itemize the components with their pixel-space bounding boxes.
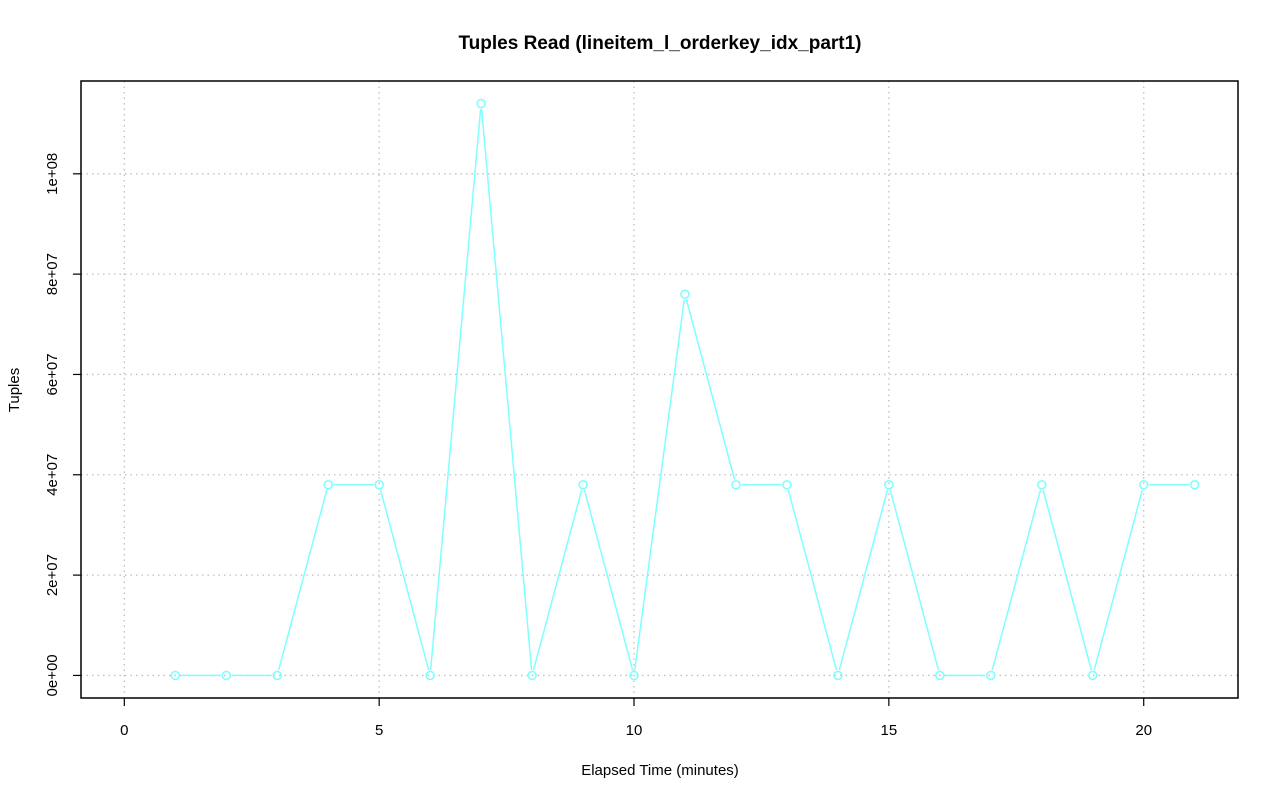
x-tick-label: 0 xyxy=(120,722,128,739)
data-point xyxy=(1189,480,1200,490)
series-layer xyxy=(170,98,1200,681)
x-tick-label: 10 xyxy=(626,722,643,739)
grid xyxy=(81,81,1238,698)
series-line-segment xyxy=(787,489,838,671)
series-line-segment xyxy=(889,489,940,671)
series-line-segment xyxy=(532,489,583,671)
data-point xyxy=(884,480,894,490)
chart-title: Tuples Read (lineitem_l_orderkey_idx_par… xyxy=(458,33,861,54)
y-tick-label: 0e+00 xyxy=(44,654,61,696)
data-point xyxy=(170,670,181,681)
series-line-segment xyxy=(634,299,685,671)
series-line-segment xyxy=(480,108,533,671)
y-tick-label: 4e+07 xyxy=(44,454,61,496)
data-point xyxy=(1138,480,1149,490)
plot-frame xyxy=(80,80,1239,699)
x-tick-label: 5 xyxy=(375,722,383,739)
series-line-segment xyxy=(277,489,328,671)
data-point xyxy=(272,670,283,681)
data-point xyxy=(221,670,232,681)
x-tick-label: 15 xyxy=(881,722,898,739)
series-line-segment xyxy=(1042,489,1093,671)
y-tick-label: 6e+07 xyxy=(44,353,61,395)
data-point xyxy=(527,670,537,681)
data-point xyxy=(374,480,384,490)
y-axis-label: Tuples xyxy=(6,368,23,412)
data-point xyxy=(323,480,334,490)
data-point xyxy=(425,670,435,681)
y-tick-label: 1e+08 xyxy=(44,153,61,195)
data-point xyxy=(935,670,945,681)
x-axis: 0 5 10 15 20 xyxy=(120,698,1152,739)
data-point xyxy=(1087,670,1098,681)
data-point xyxy=(680,289,690,299)
y-tick-label: 8e+07 xyxy=(44,253,61,295)
series-line-segment xyxy=(838,489,889,671)
y-axis: 0e+00 2e+07 4e+07 6e+07 8e+07 1e+08 xyxy=(44,153,81,696)
data-point xyxy=(782,480,792,490)
data-point xyxy=(1036,480,1047,490)
data-point xyxy=(833,670,843,681)
x-axis-label: Elapsed Time (minutes) xyxy=(581,762,739,779)
y-tick-label: 2e+07 xyxy=(44,554,61,596)
series-line-segment xyxy=(685,299,736,480)
data-point xyxy=(629,670,639,681)
series-line-segment xyxy=(429,108,482,671)
data-point xyxy=(985,670,996,681)
data-point xyxy=(731,480,741,490)
data-point xyxy=(476,98,486,109)
series-line-segment xyxy=(991,489,1042,671)
x-tick-label: 20 xyxy=(1135,722,1152,739)
series-line-segment xyxy=(379,489,430,671)
series-line-segment xyxy=(583,489,634,671)
series-line-segment xyxy=(1093,489,1144,671)
data-point xyxy=(578,480,588,490)
